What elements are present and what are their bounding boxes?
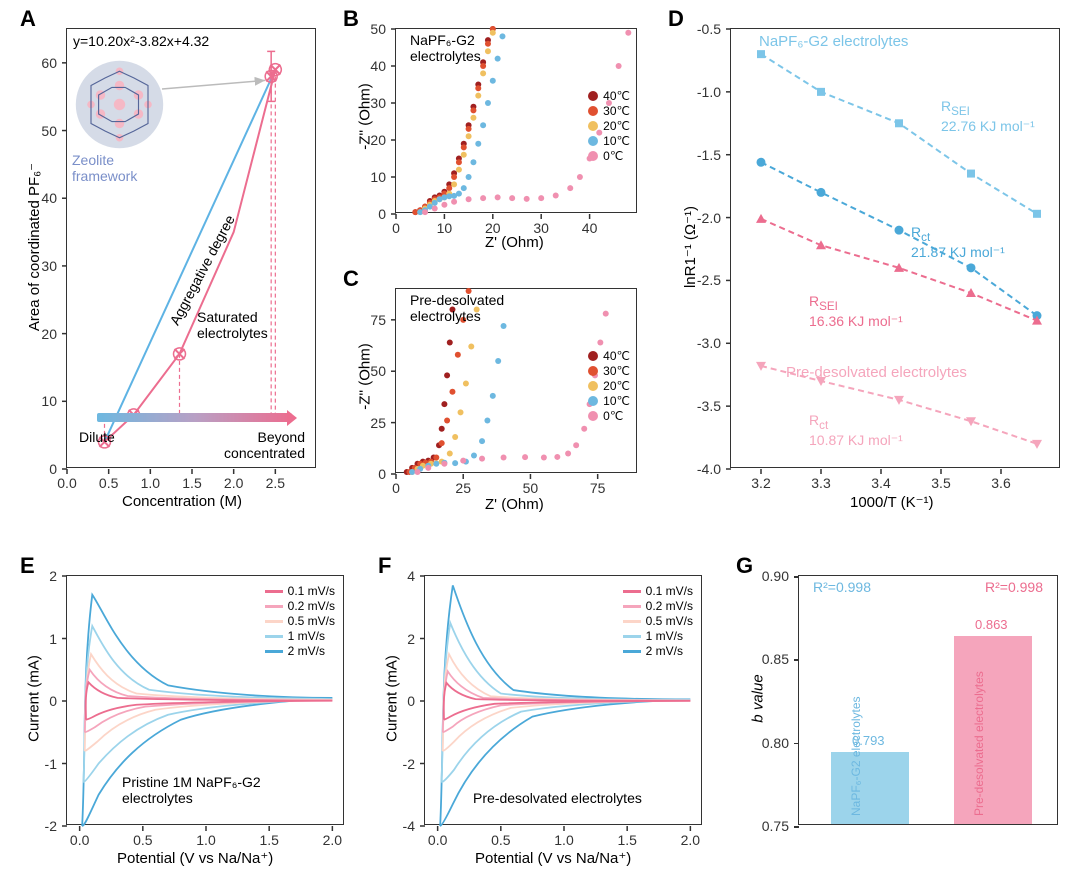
panel-c-xlabel: Z' (Ohm) <box>485 496 544 513</box>
panel-b: B NaPF₆-G2 electrolytes 40℃30℃20℃10℃0℃ 0… <box>335 8 645 266</box>
panel-g: G R²=0.998 R²=0.998 0.793NaPF₆-G2 electr… <box>728 555 1068 875</box>
panel-b-title: NaPF₆-G2 electrolytes <box>410 32 481 64</box>
panel-a-equation: y=10.20x²-3.82x+4.32 <box>73 33 209 49</box>
panel-f-title: Pre-desolvated electrolytes <box>473 790 642 806</box>
panel-d-title-bottom: Pre-desolvated electrolytes <box>786 364 967 381</box>
panel-c-ylabel: -Z'' (Ohm) <box>357 327 374 427</box>
panel-b-label: B <box>343 6 359 32</box>
panel-d-label: D <box>668 6 684 32</box>
panel-e-xlabel: Potential (V vs Na/Na⁺) <box>117 849 273 867</box>
panel-b-chart: NaPF₆-G2 electrolytes 40℃30℃20℃10℃0℃ 010… <box>395 28 637 213</box>
panel-c-chart: Pre-desolvated electrolytes 40℃30℃20℃10℃… <box>395 288 637 473</box>
dilute-label: Dilute <box>79 429 115 445</box>
panel-e-label: E <box>20 553 35 579</box>
panel-e-chart: Pristine 1M NaPF₆-G2 electrolytes 0.1 mV… <box>66 575 344 825</box>
panel-c-legend: 40℃30℃20℃10℃0℃ <box>588 349 630 424</box>
panel-d-title-top: NaPF₆-G2 electrolytes <box>759 33 908 50</box>
panel-c-label: C <box>343 266 359 292</box>
panel-e-legend: 0.1 mV/s0.2 mV/s0.5 mV/s1 mV/s2 mV/s <box>265 584 335 659</box>
panel-d-ylabel: lnR1⁻¹ (Ω⁻¹) <box>681 187 699 307</box>
panel-b-legend: 40℃30℃20℃10℃0℃ <box>588 89 630 164</box>
panel-f-legend: 0.1 mV/s0.2 mV/s0.5 mV/s1 mV/s2 mV/s <box>623 584 693 659</box>
gradient-arrow <box>287 410 297 426</box>
zeolite-label: Zeolite framework <box>72 152 137 184</box>
panel-b-xlabel: Z' (Ohm) <box>485 234 544 251</box>
panel-a-chart: y=10.20x²-3.82x+4.32 Zeolite framework A… <box>66 28 316 468</box>
panel-d-xlabel: 1000/T (K⁻¹) <box>850 493 934 511</box>
bar-1 <box>954 636 1032 824</box>
gradient-bar <box>97 413 292 422</box>
panel-e-title: Pristine 1M NaPF₆-G2 electrolytes <box>122 774 261 806</box>
panel-f-label: F <box>378 553 391 579</box>
panel-b-ylabel: -Z'' (Ohm) <box>357 67 374 167</box>
panel-g-chart: R²=0.998 R²=0.998 0.793NaPF₆-G2 electrol… <box>798 575 1058 825</box>
panel-f-xlabel: Potential (V vs Na/Na⁺) <box>475 849 631 867</box>
panel-f-chart: Pre-desolvated electrolytes 0.1 mV/s0.2 … <box>424 575 702 825</box>
panel-a: A y=10.20x²-3.82x+4.32 Zeolite framework… <box>12 8 322 528</box>
beyond-label: Beyond concentrated <box>224 429 305 461</box>
zeolite-icon <box>72 57 167 152</box>
panel-e: E Pristine 1M NaPF₆-G2 electrolytes 0.1 … <box>12 555 352 875</box>
panel-e-ylabel: Current (mA) <box>26 649 43 749</box>
panel-a-xlabel: Concentration (M) <box>122 493 242 510</box>
panel-c-title: Pre-desolvated electrolytes <box>410 292 504 324</box>
panel-a-label: A <box>20 6 36 32</box>
bar-0 <box>831 752 909 824</box>
panel-c: C Pre-desolvated electrolytes 40℃30℃20℃1… <box>335 268 645 528</box>
panel-d-chart: NaPF₆-G2 electrolytes Pre-desolvated ele… <box>730 28 1060 468</box>
panel-a-ylabel: Area of coordinated PF₆⁻ <box>25 147 43 347</box>
panel-f-ylabel: Current (mA) <box>384 649 401 749</box>
saturated-label: Saturated electrolytes <box>197 309 268 341</box>
panel-d: D NaPF₆-G2 electrolytes Pre-desolvated e… <box>660 8 1070 528</box>
panel-g-label: G <box>736 553 753 579</box>
panel-g-ylabel: b value <box>750 659 767 739</box>
panel-f: F Pre-desolvated electrolytes 0.1 mV/s0.… <box>370 555 710 875</box>
